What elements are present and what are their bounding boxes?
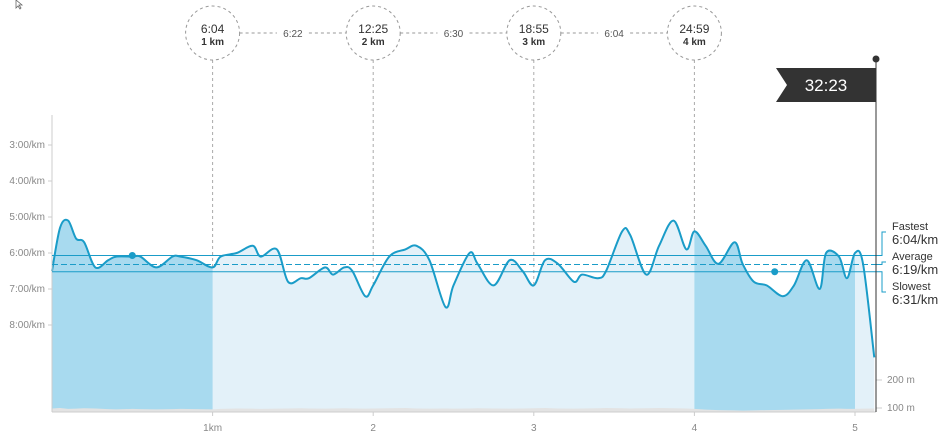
finish-pole-dot xyxy=(872,55,880,63)
split-km-label: 4 km xyxy=(683,37,706,48)
slowest-bracket xyxy=(876,271,886,293)
pace-area-highlight-first-km xyxy=(52,219,213,412)
axis-layer: 3:00/km 4:00/km 5:00/km 6:00/km 7:00/km 8:00/… xyxy=(9,115,915,434)
cursor-icon xyxy=(15,0,24,10)
elevation-layer xyxy=(52,407,875,412)
fastest-bracket xyxy=(876,231,886,257)
split-pace-label: 6:22 xyxy=(283,29,303,40)
split-time-label: 12:25 xyxy=(358,22,388,36)
fastest-value: 6:04/km xyxy=(892,232,938,247)
pace-area-highlight-last-km xyxy=(694,231,856,412)
average-label: Average xyxy=(892,251,933,263)
average-bracket xyxy=(876,261,886,266)
split-time-label: 6:04 xyxy=(201,22,225,36)
pace-tick-label: 8:00/km xyxy=(9,320,45,331)
split-km-label: 1 km xyxy=(201,37,224,48)
split-badge: 18:553 km xyxy=(506,5,562,61)
pace-tick-label: 3:00/km xyxy=(9,140,45,151)
average-value: 6:19/km xyxy=(892,262,938,277)
elevation-tick-label: 100 m xyxy=(887,403,915,414)
split-badge: 24:594 km xyxy=(666,5,722,61)
split-time-label: 24:59 xyxy=(679,22,709,36)
split-badge: 6:041 km xyxy=(185,5,241,61)
distance-tick-label: 4 xyxy=(692,423,698,434)
slowest-label: Slowest xyxy=(892,281,931,293)
distance-tick-label: 3 xyxy=(531,423,537,434)
fastest-label: Fastest xyxy=(892,221,928,233)
distance-tick-label: 5 xyxy=(852,423,858,434)
total-time-label: 32:23 xyxy=(805,76,848,95)
pace-tick-label: 4:00/km xyxy=(9,176,45,187)
pace-tick-label: 7:00/km xyxy=(9,284,45,295)
slowest-value: 6:31/km xyxy=(892,292,938,307)
area-layer xyxy=(52,219,875,412)
elevation-tick-label: 200 m xyxy=(887,375,915,386)
finish-flag-banner xyxy=(776,68,876,102)
split-km-label: 2 km xyxy=(362,37,385,48)
pace-tick-label: 5:00/km xyxy=(9,212,45,223)
elevation-area xyxy=(52,407,875,412)
split-km-label: 3 km xyxy=(522,37,545,48)
split-pace-label: 6:04 xyxy=(604,29,624,40)
split-badge: 12:252 km xyxy=(345,5,401,61)
pace-area-full xyxy=(52,219,875,412)
split-time-label: 18:55 xyxy=(519,22,549,36)
distance-tick-label: 2 xyxy=(370,423,376,434)
finish-flag: 32:23 xyxy=(776,55,880,412)
pace-tick-label: 6:00/km xyxy=(9,248,45,259)
split-pace-label: 6:30 xyxy=(444,29,464,40)
distance-tick-label: 1km xyxy=(203,423,222,434)
